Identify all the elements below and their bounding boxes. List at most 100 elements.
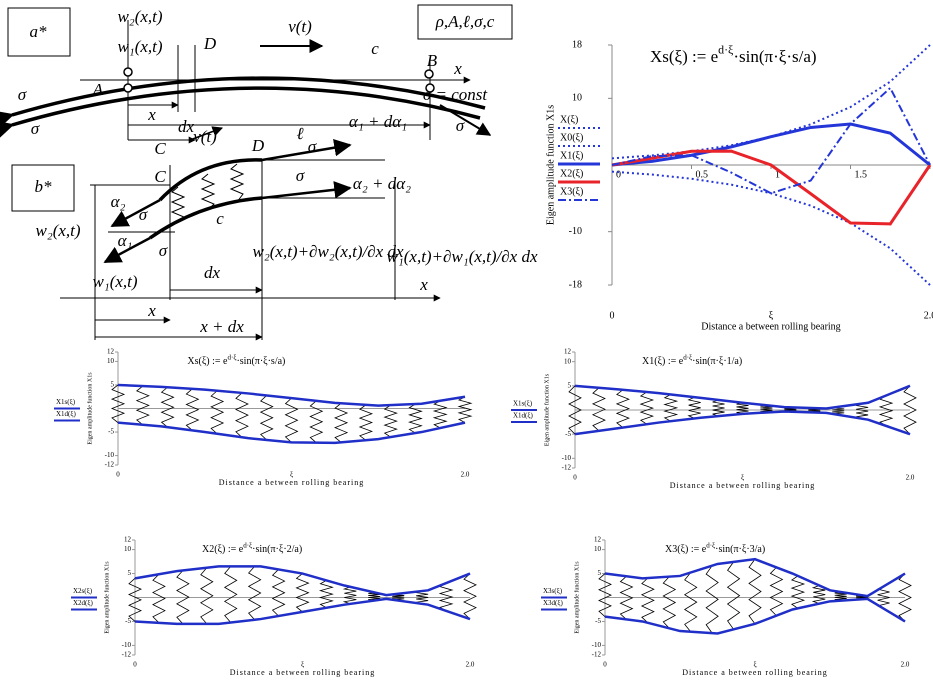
y-tick-label: 10 [107, 357, 115, 365]
x-tick-label: 0 [616, 169, 621, 180]
x-symbol: ξ [753, 661, 756, 669]
diagram-label: α₁ + dα₁ [349, 112, 407, 131]
node [424, 69, 434, 79]
formula: Xs(ξ) := ed·ξ·sin(π·ξ·s/a) [650, 42, 817, 66]
spring [568, 385, 582, 435]
diagram-label: C [154, 167, 166, 186]
envelope-lower [604, 597, 906, 635]
y-tick-label: 12 [107, 348, 115, 356]
spring [834, 591, 847, 602]
y-tick-label: -12 [592, 651, 602, 659]
y-tick-label: -5 [108, 428, 114, 436]
diagram-label: v(t) [288, 17, 312, 36]
x-tick-label: 0 [116, 471, 120, 479]
formula: X1(ξ) := ed·ξ·sin(π·ξ·1/a) [642, 353, 742, 367]
y-tick-label: -10 [592, 641, 602, 649]
spring [663, 394, 679, 422]
y-axis-label: Eigen amplitude function X1s [86, 372, 93, 445]
diagram-label: A [92, 80, 104, 99]
y-tick-label: 10 [572, 93, 582, 104]
envelope-upper [117, 383, 466, 407]
beam-lower [0, 86, 481, 143]
series-line [611, 122, 931, 167]
diagram-label: w₂(x,t) [117, 7, 162, 26]
spring [284, 397, 299, 443]
spring [309, 400, 324, 443]
formula-exponent: d·ξ [243, 541, 252, 549]
diagram-label: σ [456, 116, 465, 135]
y-tick-label: 5 [111, 381, 115, 389]
spring [170, 186, 186, 223]
series-line [611, 86, 931, 195]
y-tick-label: -10 [122, 641, 132, 649]
diagram-label: α₁ [118, 231, 133, 250]
formula: X3(ξ) := ed·ξ·sin(π·ξ·3/a) [665, 541, 765, 555]
envelope-lower [134, 597, 471, 626]
diagram-label: dx [204, 263, 221, 282]
x-tick-label: 0 [603, 661, 607, 669]
x-tick-label: 1 [775, 169, 780, 180]
y-tick-label: 12 [124, 536, 132, 544]
y-tick-label: -5 [565, 430, 571, 438]
y-axis-label: Eigen amplitude function X1s [573, 561, 580, 634]
legend-label: X1s(ξ) [56, 398, 76, 406]
x-tick-label: 2.0 [901, 661, 910, 669]
x-tick-label: 0.5 [696, 169, 709, 180]
legend-label: X1d(ξ) [56, 410, 77, 418]
spring [640, 577, 655, 624]
spring [368, 591, 381, 601]
diagram-label: x [419, 275, 428, 294]
diagram-label: v(t) [193, 127, 217, 146]
param-box [417, 4, 513, 40]
formula: X2(ξ) := ed·ξ·sin(π·ξ·2/a) [202, 541, 302, 555]
spring [619, 575, 634, 620]
formula-rhs: ·sin(π·ξ·s/a) [733, 47, 816, 66]
series-line [611, 170, 931, 286]
y-tick-label: 10 [594, 545, 602, 553]
spring [705, 565, 719, 634]
y-tick-label: -18 [569, 279, 582, 290]
spring [683, 572, 698, 632]
spring [438, 582, 454, 612]
diagram-label: x [147, 105, 156, 124]
x-tick-label: 2.0 [924, 310, 933, 321]
y-axis-label: Eigen amplitude function X1s [103, 561, 110, 634]
y-tick-label: -5 [125, 617, 131, 625]
envelope-upper [574, 384, 911, 410]
formula-rhs: ·sin(π·ξ·3/a) [715, 544, 765, 555]
diagram-label: σ [308, 137, 317, 156]
y-tick-label: 5 [568, 381, 572, 389]
formula-rhs: ·sin(π·ξ·s/a) [236, 356, 285, 367]
diagram-label: σ [139, 205, 148, 224]
formula-exponent: d·ξ [718, 42, 734, 56]
y-tick-label: -10 [569, 226, 582, 237]
y-tick-label: -12 [105, 461, 115, 469]
diagram-label: σ [296, 166, 305, 185]
legend-label: X3s(ξ) [543, 587, 563, 595]
formula-exponent: d·ξ [706, 541, 715, 549]
x-symbol: ξ [290, 471, 293, 479]
x-tick-label: 0 [573, 474, 577, 482]
diagram-label: w₂(x,t)+∂w₂(x,t)/∂x dx [252, 242, 403, 261]
spring [687, 396, 701, 419]
legend-label: X3(ξ) [560, 186, 583, 197]
tension [261, 181, 352, 200]
spring [463, 573, 477, 620]
spring [229, 163, 245, 203]
x-symbol: ξ [769, 310, 774, 321]
spring [903, 385, 917, 435]
spring [271, 569, 286, 617]
y-tick-label: 18 [572, 39, 582, 50]
spring [185, 388, 200, 431]
spring [199, 567, 214, 625]
x-axis-label: Distance a between rolling bearing [670, 481, 816, 490]
spring [160, 386, 175, 428]
spring [457, 396, 473, 423]
spring [416, 590, 429, 605]
diagram-label: σ [159, 241, 168, 260]
spring [135, 385, 150, 426]
spring [247, 566, 262, 621]
spring [736, 402, 749, 415]
spring [383, 404, 398, 438]
